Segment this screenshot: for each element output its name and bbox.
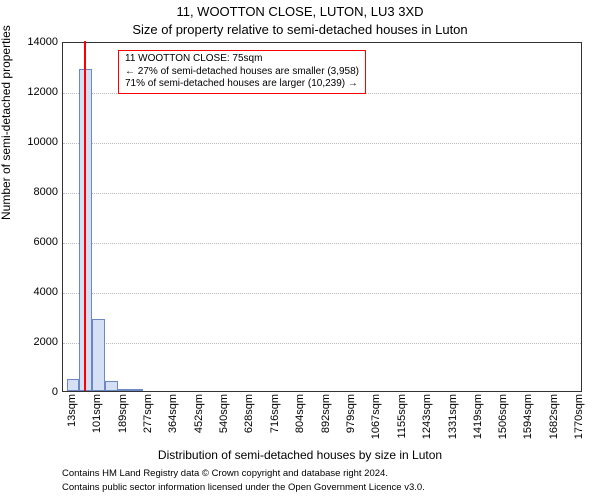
x-tick-label: 1594sqm	[522, 394, 534, 444]
y-tick-label: 0	[0, 386, 58, 398]
footer-line1: Contains HM Land Registry data © Crown c…	[62, 468, 388, 479]
y-tick-label: 6000	[0, 236, 58, 248]
gridline	[63, 143, 581, 144]
chart-title-line1: 11, WOOTTON CLOSE, LUTON, LU3 3XD	[0, 4, 600, 19]
x-tick-label: 13sqm	[66, 394, 78, 444]
x-tick-label: 540sqm	[218, 394, 230, 444]
x-tick-label: 1506sqm	[497, 394, 509, 444]
x-tick-label: 804sqm	[294, 394, 306, 444]
histogram-bar	[105, 381, 118, 391]
x-tick-label: 452sqm	[193, 394, 205, 444]
property-marker-line	[84, 41, 86, 391]
chart-title-line2: Size of property relative to semi-detach…	[0, 22, 600, 37]
y-tick-label: 8000	[0, 186, 58, 198]
gridline	[63, 343, 581, 344]
x-tick-label: 628sqm	[243, 394, 255, 444]
x-tick-label: 1155sqm	[396, 394, 408, 444]
histogram-bar	[92, 319, 105, 392]
histogram-bar	[67, 379, 80, 392]
x-tick-label: 1770sqm	[573, 394, 585, 444]
y-tick-label: 2000	[0, 336, 58, 348]
annotation-line: 71% of semi-detached houses are larger (…	[125, 78, 359, 91]
plot-area	[62, 42, 582, 392]
gridline	[63, 243, 581, 244]
x-tick-label: 277sqm	[142, 394, 154, 444]
gridline	[63, 193, 581, 194]
x-tick-label: 189sqm	[117, 394, 129, 444]
y-tick-label: 10000	[0, 136, 58, 148]
x-tick-label: 364sqm	[167, 394, 179, 444]
histogram-bar	[118, 389, 131, 392]
gridline	[63, 293, 581, 294]
x-tick-label: 716sqm	[269, 394, 281, 444]
chart-container: 11, WOOTTON CLOSE, LUTON, LU3 3XD Size o…	[0, 0, 600, 500]
x-axis-label: Distribution of semi-detached houses by …	[0, 448, 600, 462]
x-tick-label: 1067sqm	[370, 394, 382, 444]
x-tick-label: 1331sqm	[447, 394, 459, 444]
x-tick-label: 979sqm	[345, 394, 357, 444]
y-tick-label: 14000	[0, 36, 58, 48]
histogram-bar	[79, 69, 92, 392]
x-tick-label: 1243sqm	[421, 394, 433, 444]
histogram-bar	[130, 389, 143, 391]
y-tick-label: 4000	[0, 286, 58, 298]
annotation-line: ← 27% of semi-detached houses are smalle…	[125, 66, 359, 79]
x-tick-label: 1419sqm	[472, 394, 484, 444]
y-tick-label: 12000	[0, 86, 58, 98]
footer-line2: Contains public sector information licen…	[62, 482, 425, 493]
x-tick-label: 892sqm	[320, 394, 332, 444]
annotation-line: 11 WOOTTON CLOSE: 75sqm	[125, 53, 359, 66]
x-tick-label: 1682sqm	[548, 394, 560, 444]
annotation-box: 11 WOOTTON CLOSE: 75sqm← 27% of semi-det…	[118, 50, 366, 94]
x-tick-label: 101sqm	[91, 394, 103, 444]
